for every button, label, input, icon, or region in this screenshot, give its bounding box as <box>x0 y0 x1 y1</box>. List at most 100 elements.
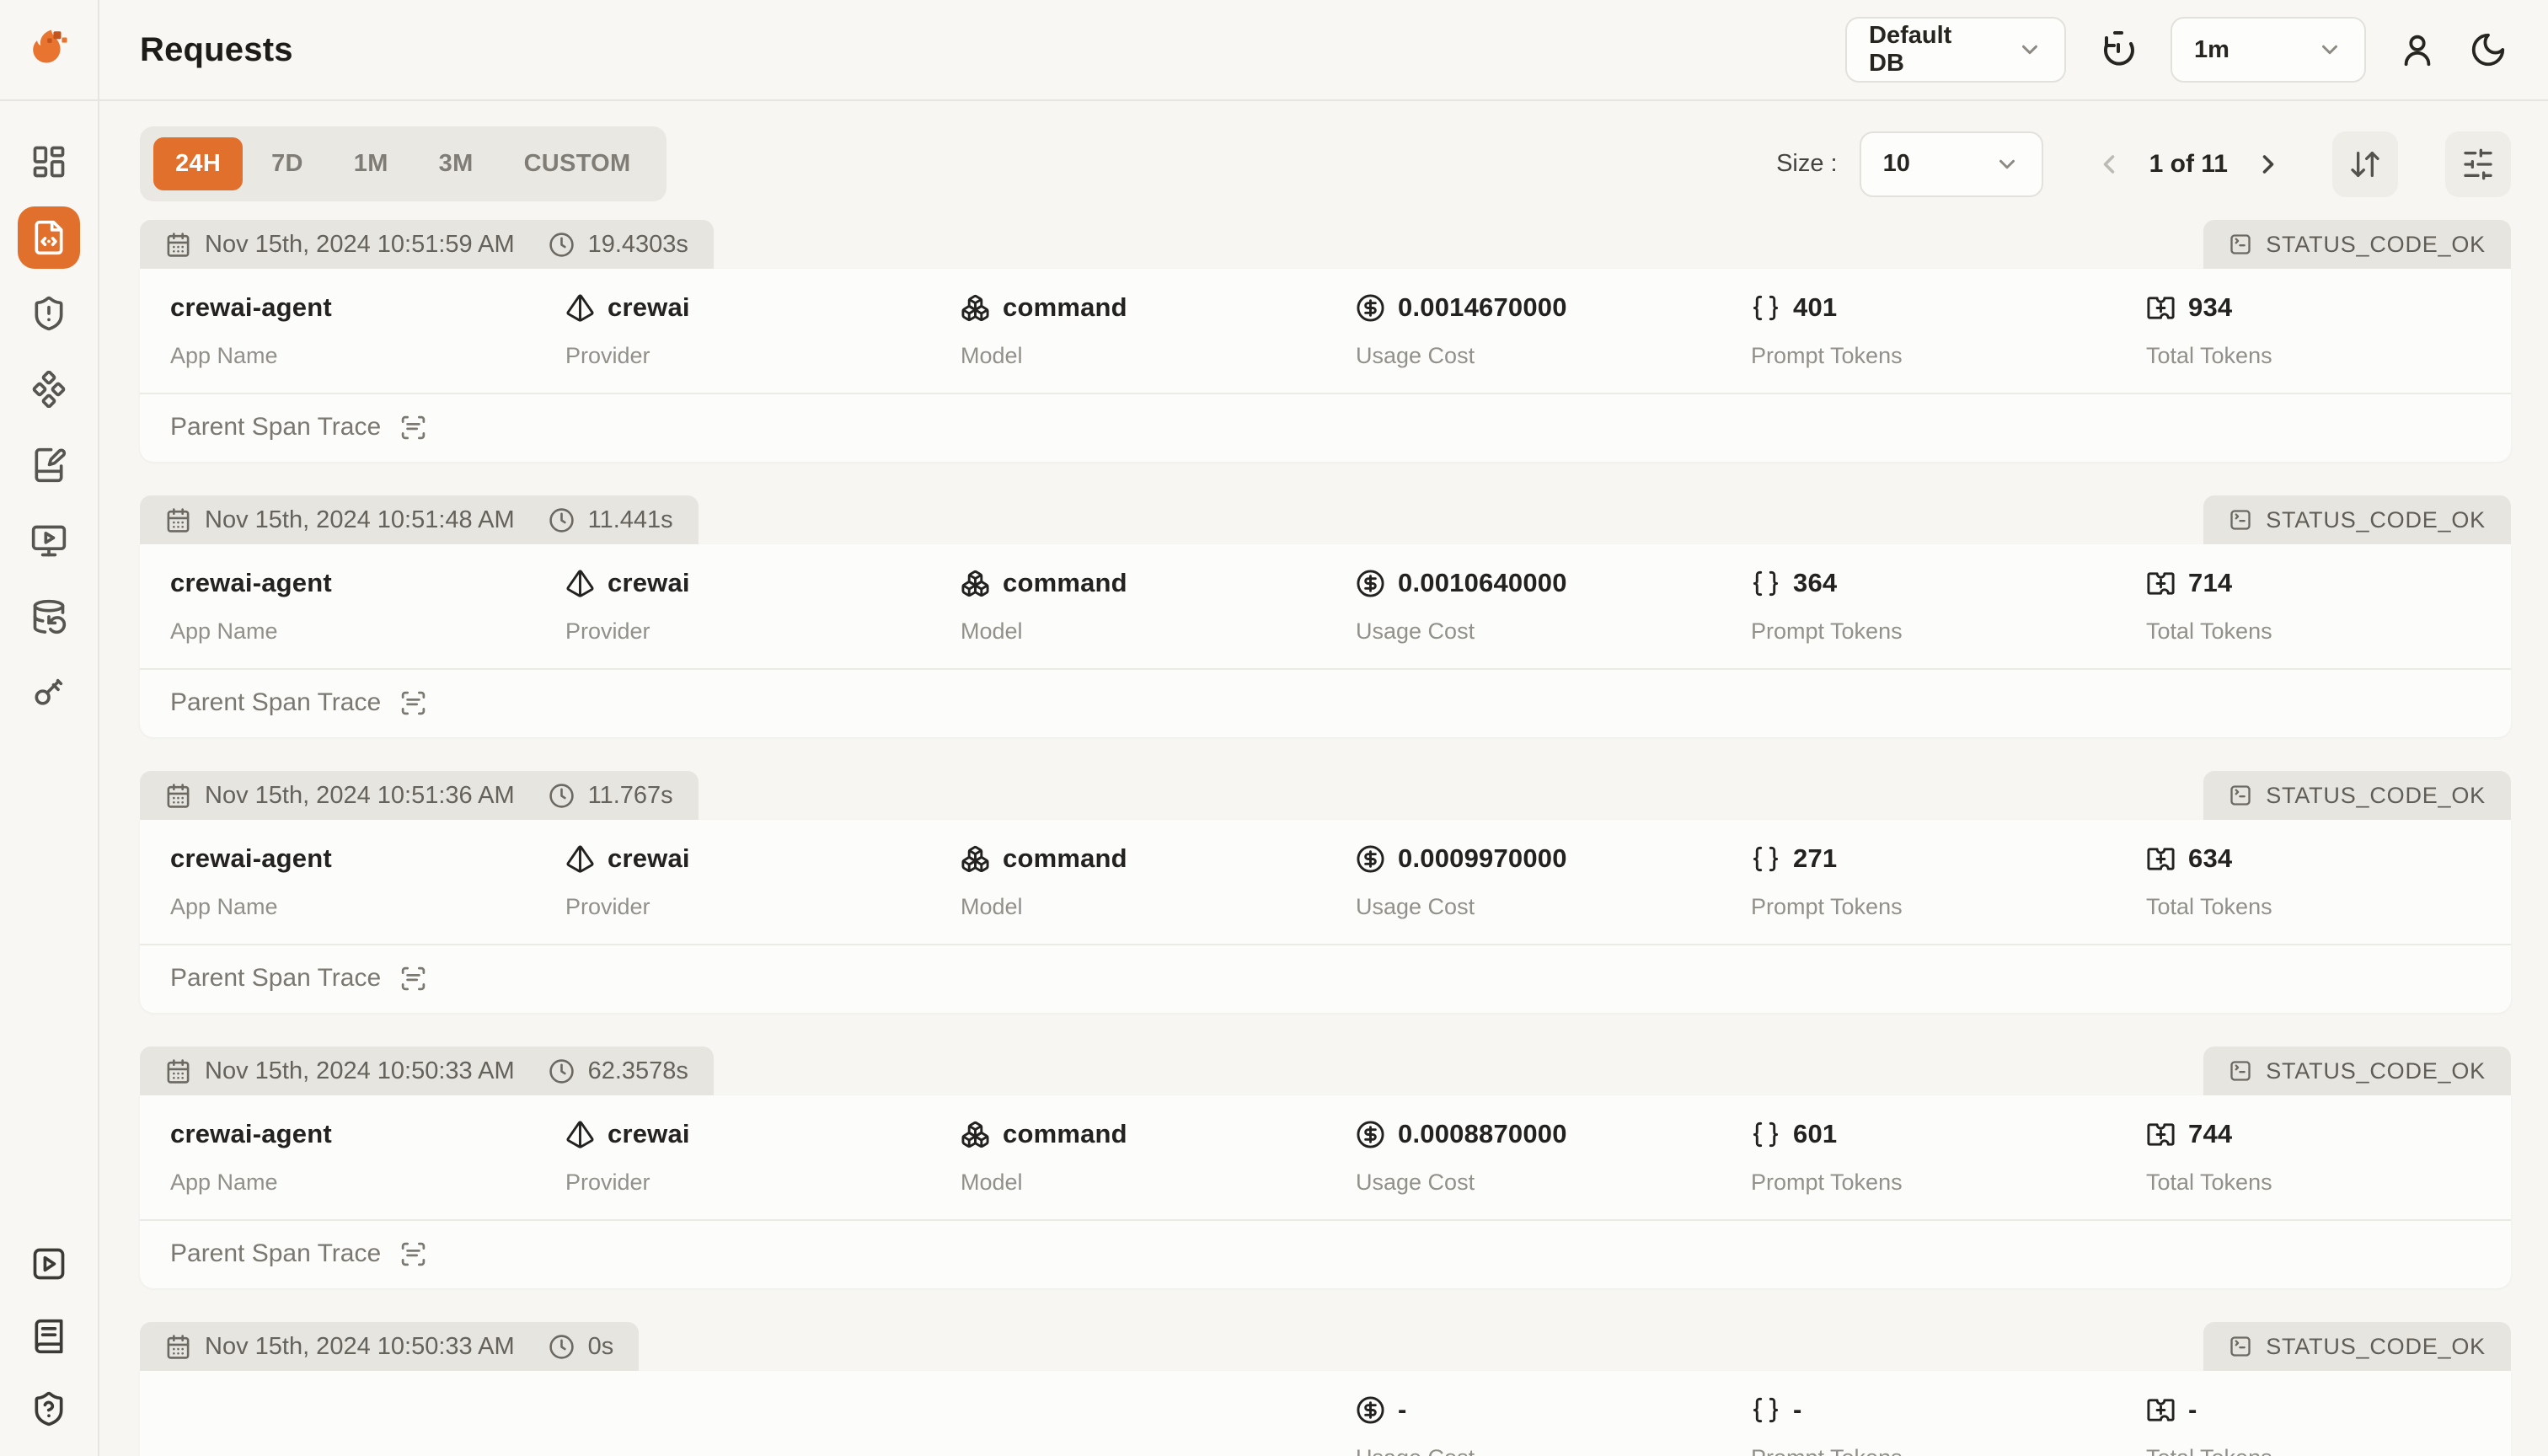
provider-label: Provider <box>565 343 650 368</box>
scan-trace-icon[interactable] <box>399 414 427 442</box>
scan-trace-icon[interactable] <box>399 965 427 993</box>
api-keys-icon[interactable] <box>30 674 67 711</box>
dollar-icon <box>1356 293 1385 323</box>
provider-label: Provider <box>565 894 650 919</box>
provider-value: crewai <box>608 843 690 873</box>
field-model: command Model <box>930 1117 1325 1196</box>
page-indicator: 1 of 11 <box>2149 149 2228 178</box>
request-card[interactable]: Nov 15th, 2024 10:51:36 AM 11.767s STATU… <box>140 771 2511 1013</box>
status-badge: STATUS_CODE_OK <box>2203 771 2511 820</box>
total-tokens-value: 714 <box>2188 568 2233 597</box>
support-shield-question-icon[interactable] <box>30 1390 67 1427</box>
timestamp-badge: Nov 15th, 2024 10:50:33 AM 62.3578s <box>140 1046 714 1095</box>
refresh-interval-select[interactable]: 1m <box>2171 17 2366 83</box>
field-model: command Model <box>930 291 1325 369</box>
scan-trace-icon[interactable] <box>399 689 427 717</box>
databases-icon[interactable] <box>30 598 67 635</box>
tab-7d[interactable]: 7D <box>271 150 303 177</box>
token-ticket-icon <box>2146 293 2176 323</box>
request-duration: 0s <box>587 1332 614 1360</box>
openground-monitor-play-icon[interactable] <box>30 522 67 559</box>
clock-icon <box>549 1058 575 1084</box>
total-tokens-label: Total Tokens <box>2146 343 2272 368</box>
model-label: Model <box>961 1170 1023 1195</box>
dashboard-icon[interactable] <box>30 143 67 180</box>
getting-started-play-icon[interactable] <box>30 1245 67 1282</box>
refresh-timer-icon[interactable] <box>2098 29 2138 70</box>
tab-24h[interactable]: 24H <box>153 137 244 190</box>
app-logo[interactable] <box>0 0 98 101</box>
token-ticket-icon <box>2146 1120 2176 1149</box>
clock-icon <box>549 232 575 258</box>
usage-cost-value: 0.0010640000 <box>1398 568 1567 597</box>
usage-cost-label: Usage Cost <box>1356 343 1475 368</box>
prompt-hub-shapes-icon[interactable] <box>30 371 67 408</box>
model-label: Model <box>961 343 1023 368</box>
page-size-label: Size : <box>1776 150 1838 177</box>
provider-value: crewai <box>608 1119 690 1148</box>
field-provider: crewai Provider <box>535 291 930 369</box>
tab-custom[interactable]: CUSTOM <box>523 150 631 177</box>
parent-span-trace-row[interactable]: Parent Span Trace <box>140 393 2511 462</box>
total-tokens-value: 744 <box>2188 1119 2233 1148</box>
request-card[interactable]: Nov 15th, 2024 10:51:48 AM 11.441s STATU… <box>140 495 2511 737</box>
terminal-status-icon <box>2229 1335 2252 1358</box>
prompt-tokens-label: Prompt Tokens <box>1751 1170 1903 1195</box>
request-timestamp: Nov 15th, 2024 10:51:59 AM <box>205 230 515 258</box>
app-name-value: crewai-agent <box>170 1119 332 1148</box>
timestamp-badge: Nov 15th, 2024 10:51:48 AM 11.441s <box>140 495 699 544</box>
parent-span-trace-row[interactable]: Parent Span Trace <box>140 668 2511 737</box>
dark-mode-moon-icon[interactable] <box>2469 30 2508 69</box>
status-code: STATUS_CODE_OK <box>2266 1057 2486 1084</box>
parent-span-trace-label: Parent Span Trace <box>170 413 382 441</box>
total-tokens-value: 634 <box>2188 843 2233 873</box>
sort-button[interactable] <box>2332 131 2398 197</box>
app-name-label: App Name <box>170 1170 278 1195</box>
total-tokens-label: Total Tokens <box>2146 1445 2511 1456</box>
user-profile-icon[interactable] <box>2398 30 2437 69</box>
field-total-tokens: 934 Total Tokens <box>2116 291 2511 369</box>
dollar-icon <box>1356 1120 1385 1149</box>
tab-3m[interactable]: 3M <box>438 150 474 177</box>
status-code: STATUS_CODE_OK <box>2266 506 2486 533</box>
request-card[interactable]: Nov 15th, 2024 10:50:33 AM 0s STATUS_COD… <box>140 1322 2511 1456</box>
parent-span-trace-row[interactable]: Parent Span Trace <box>140 1219 2511 1288</box>
braces-icon <box>1751 1120 1780 1149</box>
request-duration: 11.441s <box>587 506 673 533</box>
documentation-book-icon[interactable] <box>30 1318 67 1355</box>
status-badge: STATUS_CODE_OK <box>2203 220 2511 269</box>
prompt-tokens-value: - <box>1793 1394 1802 1424</box>
parent-span-trace-row[interactable]: Parent Span Trace <box>140 944 2511 1013</box>
dollar-icon <box>1356 844 1385 874</box>
sidebar-item-requests[interactable] <box>18 206 80 269</box>
model-value: command <box>1003 292 1127 322</box>
prompt-tokens-value: 601 <box>1793 1119 1838 1148</box>
database-select-value: Default DB <box>1869 22 1952 77</box>
page-size-select[interactable]: 10 <box>1859 131 2043 197</box>
usage-cost-label: Usage Cost <box>1356 894 1475 919</box>
database-select[interactable]: Default DB <box>1845 17 2066 83</box>
terminal-status-icon <box>2229 233 2252 256</box>
next-page-icon[interactable] <box>2253 149 2283 179</box>
calendar-icon <box>165 783 191 809</box>
usage-cost-value: - <box>1398 1394 1407 1424</box>
status-code: STATUS_CODE_OK <box>2266 1333 2486 1359</box>
previous-page-icon[interactable] <box>2094 149 2124 179</box>
evaluations-notebook-pen-icon[interactable] <box>30 447 67 484</box>
filter-button[interactable] <box>2445 131 2511 197</box>
total-tokens-label: Total Tokens <box>2146 1170 2272 1195</box>
calendar-icon <box>165 232 191 258</box>
scan-trace-icon[interactable] <box>399 1240 427 1268</box>
provider-pyramid-icon <box>565 293 595 323</box>
timestamp-badge: Nov 15th, 2024 10:51:36 AM 11.767s <box>140 771 699 820</box>
request-card[interactable]: Nov 15th, 2024 10:50:33 AM 62.3578s STAT… <box>140 1046 2511 1288</box>
calendar-icon <box>165 1058 191 1084</box>
request-card[interactable]: Nov 15th, 2024 10:51:59 AM 19.4303s STAT… <box>140 220 2511 462</box>
request-duration: 19.4303s <box>587 230 688 258</box>
tab-1m[interactable]: 1M <box>353 150 388 177</box>
field-provider: crewai Provider <box>535 842 930 920</box>
app-name-value: crewai-agent <box>170 843 332 873</box>
exceptions-shield-alert-icon[interactable] <box>30 295 67 332</box>
field-total-tokens: 744 Total Tokens <box>2116 1117 2511 1196</box>
braces-icon <box>1751 844 1780 874</box>
